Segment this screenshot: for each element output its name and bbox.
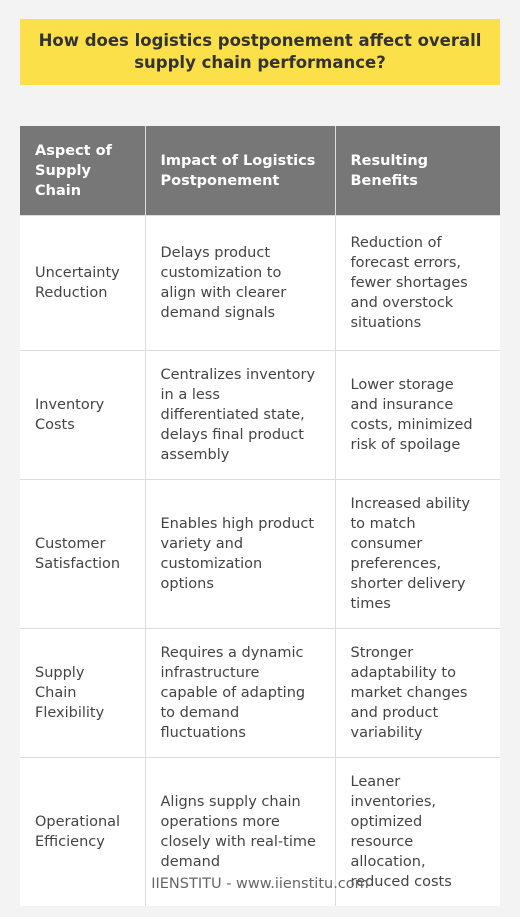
table-cell-impact: Aligns supply chain operations more clos…	[144, 757, 335, 906]
table-cell-aspect: Inventory Costs	[20, 350, 145, 480]
table-row: Customer Satisfaction Enables high produ…	[20, 479, 500, 629]
column-header-benefits: Resulting Benefits	[334, 126, 500, 216]
table-cell-benefits: Stronger adaptability to market changes …	[334, 628, 500, 758]
footer-credit: IIENSTITU - www.iienstitu.com	[151, 876, 369, 892]
table-cell-benefits: Leaner inventories, optimized resource a…	[334, 757, 500, 906]
table-cell-benefits: Increased ability to match consumer pref…	[334, 479, 500, 629]
table-cell-aspect: Uncertainty Reduction	[20, 215, 145, 351]
table-cell-aspect: Operational Efficiency	[20, 757, 145, 906]
table-cell-impact: Enables high product variety and customi…	[144, 479, 335, 629]
table-cell-impact: Requires a dynamic infrastructure capabl…	[144, 628, 335, 758]
column-header-aspect: Aspect of Supply Chain	[20, 126, 145, 216]
table-header-row: Aspect of Supply Chain Impact of Logisti…	[20, 126, 500, 216]
table-row: Uncertainty Reduction Delays product cus…	[20, 215, 500, 351]
table-cell-benefits: Lower storage and insurance costs, minim…	[334, 350, 500, 480]
table-row: Supply Chain Flexibility Requires a dyna…	[20, 628, 500, 758]
table-cell-impact: Delays product customization to align wi…	[144, 215, 335, 351]
comparison-table: Aspect of Supply Chain Impact of Logisti…	[20, 126, 500, 906]
column-header-impact: Impact of Logistics Postponement	[144, 126, 335, 216]
table-row: Operational Efficiency Aligns supply cha…	[20, 757, 500, 906]
table-cell-aspect: Customer Satisfaction	[20, 479, 145, 629]
table-row: Inventory Costs Centralizes inventory in…	[20, 350, 500, 480]
title-banner: How does logistics postponement affect o…	[20, 19, 500, 85]
table-cell-benefits: Reduction of forecast errors, fewer shor…	[334, 215, 500, 351]
table-cell-impact: Centralizes inventory in a less differen…	[144, 350, 335, 480]
table-cell-aspect: Supply Chain Flexibility	[20, 628, 145, 758]
page-title: How does logistics postponement affect o…	[38, 31, 482, 72]
